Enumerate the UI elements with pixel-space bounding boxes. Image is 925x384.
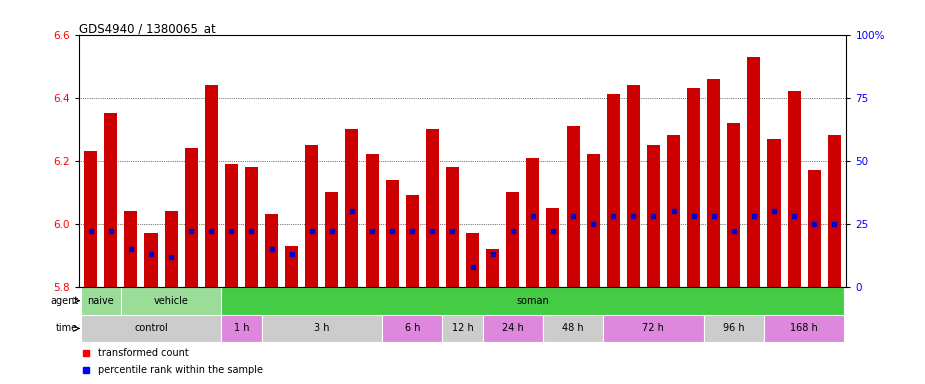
Bar (627, 85, 640, 287)
Bar (808, 170, 820, 287)
Bar (386, 180, 399, 287)
Text: 72 h: 72 h (643, 323, 664, 333)
Text: control: control (134, 323, 167, 333)
Text: naive: naive (87, 296, 114, 306)
Text: vehicle: vehicle (154, 296, 189, 306)
Bar (80, 314, 221, 342)
Bar (426, 129, 438, 287)
Text: soman: soman (516, 296, 549, 306)
Bar (667, 136, 680, 287)
Bar (466, 233, 479, 287)
Bar (704, 314, 764, 342)
Bar (326, 192, 339, 287)
Bar (84, 151, 97, 287)
Text: 3 h: 3 h (314, 323, 329, 333)
Bar (285, 246, 298, 287)
Bar (105, 113, 117, 287)
Bar (566, 126, 580, 287)
Bar (787, 91, 801, 287)
Bar (121, 287, 221, 314)
Bar (747, 56, 760, 287)
Bar (442, 314, 483, 342)
Bar (262, 314, 382, 342)
Text: time: time (56, 323, 79, 333)
Bar (487, 249, 500, 287)
Text: agent: agent (50, 296, 79, 306)
Text: percentile rank within the sample: percentile rank within the sample (98, 364, 263, 374)
Bar (221, 314, 262, 342)
Bar (305, 145, 318, 287)
Bar (828, 136, 841, 287)
Bar (221, 287, 845, 314)
Bar (406, 195, 419, 287)
Bar (526, 157, 539, 287)
Bar (727, 123, 740, 287)
Bar (345, 129, 359, 287)
Text: 6 h: 6 h (404, 323, 420, 333)
Text: transformed count: transformed count (98, 348, 189, 358)
Bar (265, 214, 278, 287)
Bar (764, 314, 845, 342)
Bar (768, 139, 781, 287)
Text: 12 h: 12 h (451, 323, 474, 333)
Bar (165, 211, 178, 287)
Bar (204, 85, 217, 287)
Text: 24 h: 24 h (502, 323, 524, 333)
Text: 1 h: 1 h (234, 323, 249, 333)
Bar (124, 211, 138, 287)
Bar (446, 167, 459, 287)
Text: 168 h: 168 h (790, 323, 818, 333)
Bar (607, 94, 620, 287)
Bar (144, 233, 157, 287)
Bar (382, 314, 442, 342)
Bar (543, 314, 603, 342)
Bar (80, 287, 121, 314)
Bar (603, 314, 704, 342)
Bar (506, 192, 519, 287)
Bar (185, 148, 198, 287)
Bar (547, 208, 560, 287)
Text: 96 h: 96 h (723, 323, 745, 333)
Text: 48 h: 48 h (562, 323, 584, 333)
Bar (647, 145, 660, 287)
Bar (708, 79, 721, 287)
Bar (687, 88, 700, 287)
Text: GDS4940 / 1380065_at: GDS4940 / 1380065_at (79, 22, 216, 35)
Bar (483, 314, 543, 342)
Bar (365, 154, 378, 287)
Bar (245, 167, 258, 287)
Bar (225, 164, 238, 287)
Bar (586, 154, 599, 287)
